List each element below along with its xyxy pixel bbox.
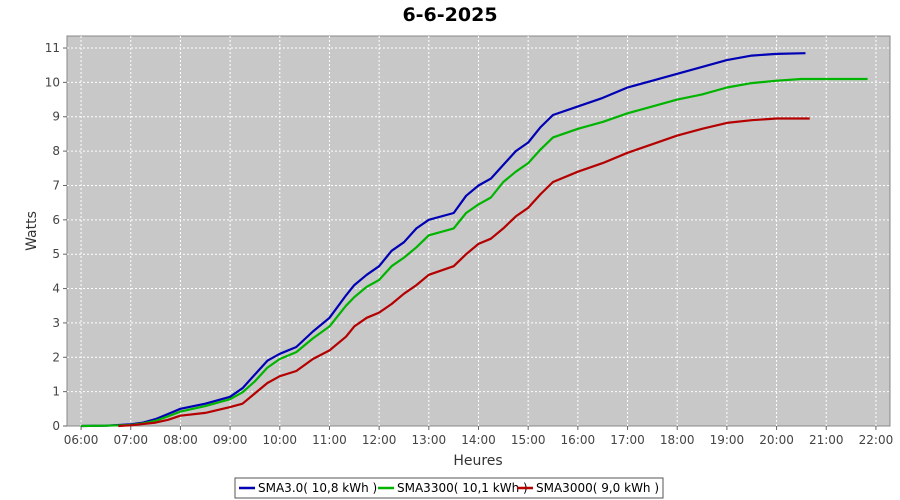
x-tick-label: 13:00 xyxy=(412,433,447,447)
x-tick-label: 17:00 xyxy=(610,433,645,447)
y-axis: 0 1 2 3 4 5 6 7 8 9 10 11 xyxy=(45,41,67,433)
x-axis: 06:00 07:00 08:00 09:00 10:00 11:00 12:00 13:00… xyxy=(64,426,893,447)
legend-label-2: SMA3300( 10,1 kWh ) xyxy=(397,481,528,495)
x-tick-label: 08:00 xyxy=(163,433,198,447)
legend: SMA3.0( 10,8 kWh ) SMA3300( 10,1 kWh ) SMA… xyxy=(239,481,659,495)
x-tick-label: 22:00 xyxy=(859,433,894,447)
grid xyxy=(67,36,890,426)
y-tick-label: 7 xyxy=(52,178,60,192)
y-tick-label: 0 xyxy=(52,419,60,433)
x-tick-label: 19:00 xyxy=(710,433,745,447)
y-tick-label: 8 xyxy=(52,144,60,158)
y-tick-label: 6 xyxy=(52,213,60,227)
x-tick-label: 07:00 xyxy=(113,433,148,447)
x-tick-label: 06:00 xyxy=(64,433,99,447)
chart-title: 6-6-2025 xyxy=(402,4,497,26)
x-tick-label: 18:00 xyxy=(660,433,695,447)
x-tick-label: 16:00 xyxy=(561,433,596,447)
y-tick-label: 1 xyxy=(52,385,60,399)
series-line-1 xyxy=(81,52,806,428)
x-tick-label: 20:00 xyxy=(759,433,794,447)
x-axis-label: Heures xyxy=(453,453,502,469)
y-tick-label: 3 xyxy=(52,316,60,330)
x-tick-label: 11:00 xyxy=(312,433,347,447)
legend-label-3: SMA3000( 9,0 kWh ) xyxy=(536,481,659,495)
y-tick-label: 4 xyxy=(52,282,60,296)
series-layer xyxy=(81,52,868,428)
x-tick-label: 12:00 xyxy=(362,433,397,447)
y-tick-label: 5 xyxy=(52,247,60,261)
series-line-3 xyxy=(118,117,810,428)
x-tick-label: 15:00 xyxy=(511,433,546,447)
x-tick-label: 09:00 xyxy=(213,433,248,447)
y-tick-label: 11 xyxy=(45,41,60,55)
x-tick-label: 14:00 xyxy=(461,433,496,447)
y-tick-label: 2 xyxy=(52,350,60,364)
legend-label-1: SMA3.0( 10,8 kWh ) xyxy=(258,481,377,495)
x-tick-label: 10:00 xyxy=(262,433,297,447)
plot-area xyxy=(66,35,891,427)
y-tick-label: 10 xyxy=(45,75,60,89)
series-line-2 xyxy=(81,77,868,428)
y-tick-label: 9 xyxy=(52,110,60,124)
x-tick-label: 21:00 xyxy=(809,433,844,447)
legend-box xyxy=(234,477,664,499)
y-axis-label: Watts xyxy=(24,211,40,251)
